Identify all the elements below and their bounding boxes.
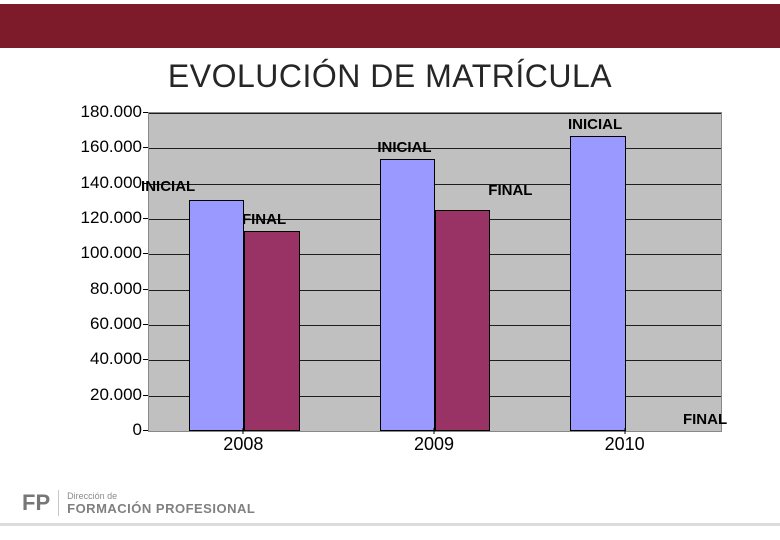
footer-divider <box>58 490 59 516</box>
x-tick-label: 2010 <box>605 434 645 455</box>
bar-label: INICIAL <box>377 139 431 156</box>
bar-inicial <box>189 200 244 431</box>
bar-label: FINAL <box>242 211 286 228</box>
x-tick-mark <box>624 428 625 434</box>
bar-group: INICIAL FINAL <box>340 113 531 431</box>
bottom-rule <box>0 523 780 526</box>
bar-label: FINAL <box>488 182 532 199</box>
y-tick-label: 180.000 <box>72 102 142 122</box>
y-tick-label: 80.000 <box>72 279 142 299</box>
y-tick-label: 140.000 <box>72 173 142 193</box>
y-tick-label: 40.000 <box>72 349 142 369</box>
bar-final <box>244 231 299 431</box>
bar-label: INICIAL <box>568 116 622 133</box>
y-tick-label: 20.000 <box>72 385 142 405</box>
footer-text: Dirección de FORMACIÓN PROFESIONAL <box>67 491 255 516</box>
bar-group: INICIALFINAL <box>530 113 721 431</box>
slide: EVOLUCIÓN DE MATRÍCULA 020.00040.00060.0… <box>0 0 780 540</box>
plot-area: INICIALFINALINICIALFINALINICIALFINAL <box>148 112 722 432</box>
bar-label: FINAL <box>683 411 727 428</box>
y-tick-label: 0 <box>72 420 142 440</box>
footer-line1: Dirección de <box>67 491 255 501</box>
footer-line2: FORMACIÓN PROFESIONAL <box>67 501 255 516</box>
header-band <box>0 4 780 48</box>
fp-logo-icon: FP <box>22 490 50 516</box>
x-tick-mark <box>243 428 244 434</box>
enrollment-bar-chart: 020.00040.00060.00080.000100.000120.0001… <box>82 112 722 432</box>
footer-logo: FP Dirección de FORMACIÓN PROFESIONAL <box>22 490 255 516</box>
slide-title: EVOLUCIÓN DE MATRÍCULA <box>0 58 780 95</box>
bar-label: INICIAL <box>141 178 195 195</box>
y-tick-label: 120.000 <box>72 208 142 228</box>
bar-inicial <box>380 159 435 431</box>
y-tick-label: 100.000 <box>72 243 142 263</box>
x-tick-label: 2008 <box>223 434 263 455</box>
x-tick-mark <box>434 428 435 434</box>
x-axis: 2008 2009 2010 <box>148 432 722 466</box>
bar-final <box>435 210 490 431</box>
bar-inicial <box>570 136 625 431</box>
bar-group: INICIALFINAL <box>149 113 340 431</box>
y-tick-label: 60.000 <box>72 314 142 334</box>
x-tick-label: 2009 <box>414 434 454 455</box>
y-axis: 020.00040.00060.00080.000100.000120.0001… <box>72 112 142 432</box>
y-tick-label: 160.000 <box>72 137 142 157</box>
